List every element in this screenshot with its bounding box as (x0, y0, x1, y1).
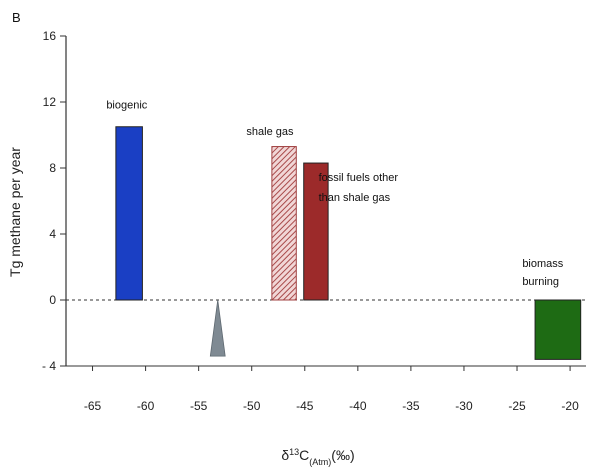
x-tick-label: -40 (349, 399, 367, 413)
y-axis-label: Tg methane per year (7, 147, 23, 277)
x-tick-label: -55 (190, 399, 208, 413)
x-axis-label-sup: 13 (289, 447, 299, 457)
y-tick-label: 4 (49, 227, 56, 241)
triangle-marker (209, 299, 226, 357)
x-tick-label: -20 (561, 399, 579, 413)
annotations: biogenic shale gas fossil fuels other than … (106, 100, 563, 289)
x-ticks: -65 -60 -55 -50 -45 -40 -35 -30 -25 -20 (84, 366, 579, 413)
x-tick-label: -50 (243, 399, 261, 413)
x-axis-label-delta: δ (281, 447, 289, 463)
x-tick-label: -65 (84, 399, 102, 413)
y-tick-label: - 4 (42, 359, 56, 373)
panel-label: B (12, 10, 21, 25)
y-tick-label: 0 (49, 293, 56, 307)
bar (115, 126, 143, 301)
annotation-label: biogenic (106, 100, 147, 112)
x-tick-label: -35 (402, 399, 420, 413)
x-axis-label-unit: (‰) (331, 447, 354, 463)
annotation-label: shale gas (246, 126, 294, 138)
annotation-label: fossil fuels other (319, 172, 399, 184)
bars-layer (115, 126, 582, 360)
bar (534, 299, 582, 360)
x-axis-label: δ13C(Atm)(‰) (281, 447, 354, 467)
annotation-label: burning (522, 276, 559, 288)
y-ticks: - 4 0 4 8 12 16 (42, 29, 66, 373)
annotation-label: biomass (522, 258, 563, 270)
markers-layer (209, 299, 226, 357)
x-tick-label: -45 (296, 399, 314, 413)
x-axis-label-element: C (299, 447, 309, 463)
y-tick-label: 8 (49, 161, 56, 175)
bar (303, 162, 329, 301)
y-tick-label: 12 (43, 95, 57, 109)
bar (271, 146, 297, 301)
x-tick-label: -25 (508, 399, 526, 413)
annotation-label: than shale gas (319, 192, 391, 204)
x-tick-label: -60 (137, 399, 155, 413)
y-tick-label: 16 (43, 29, 57, 43)
x-axis-label-sub: (Atm) (309, 457, 331, 467)
x-tick-label: -30 (455, 399, 473, 413)
